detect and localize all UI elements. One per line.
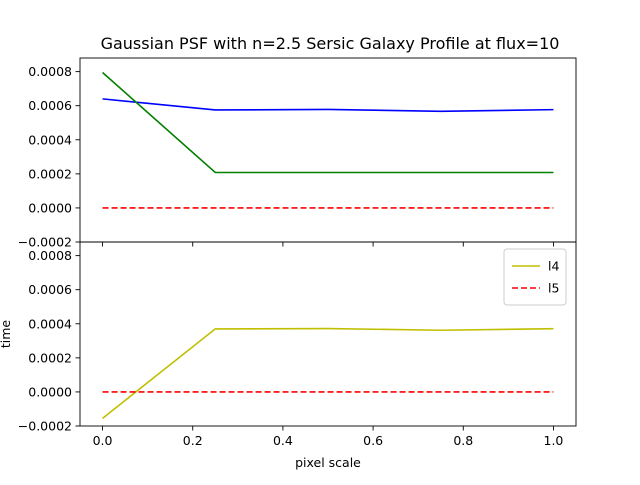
legend-label-l5: l5 xyxy=(548,281,559,296)
series-group xyxy=(102,71,554,209)
x-tick-label: 0.8 xyxy=(453,433,473,448)
x-tick-label: 0.4 xyxy=(273,433,293,448)
y-tick-label: 0.0004 xyxy=(28,132,72,147)
y-tick-label: 0.0000 xyxy=(28,384,72,399)
series-line-1-2 xyxy=(102,71,554,174)
legend-box xyxy=(503,248,567,306)
x-tick-label: 0.0 xyxy=(93,433,113,448)
y-tick-label: 0.0006 xyxy=(28,282,72,297)
y-tick-label: 0.0002 xyxy=(28,166,72,181)
series-line-1-1 xyxy=(102,98,554,113)
x-tick-label: 1.0 xyxy=(544,433,564,448)
series-line-l4 xyxy=(102,327,554,419)
y-tick-label: 0.0008 xyxy=(28,64,72,79)
legend-label-l4: l4 xyxy=(548,259,559,274)
y-tick-label: 0.0004 xyxy=(28,316,72,331)
panels: −0.00020.00000.00020.00040.00060.0008−0.… xyxy=(0,57,577,448)
chart-title: Gaussian PSF with n=2.5 Sersic Galaxy Pr… xyxy=(101,34,560,53)
x-tick-label: 0.6 xyxy=(363,433,383,448)
series-group xyxy=(102,327,554,419)
x-axis-label: pixel scale xyxy=(295,455,361,470)
y-tick-label: 0.0002 xyxy=(28,350,72,365)
panel-2: −0.0002 0.0000 0.0002 0.0004 0.0006 0.0008 0.0… xyxy=(0,241,577,448)
y-tick-label: 0.0008 xyxy=(28,248,72,263)
panel-frame xyxy=(79,241,577,427)
y-tick-label: 0.0006 xyxy=(28,98,72,113)
panel-1: −0.0002 0.0000 0.0002 0.0004 0.0006 0.0008 xyxy=(18,57,577,250)
x-tick-label: 0.2 xyxy=(183,433,203,448)
y-tick-label: −0.0002 xyxy=(18,235,72,250)
y-tick-label: 0.0000 xyxy=(28,200,72,215)
y-tick-label: −0.0002 xyxy=(18,419,72,434)
y-axis-label: time xyxy=(0,320,13,349)
